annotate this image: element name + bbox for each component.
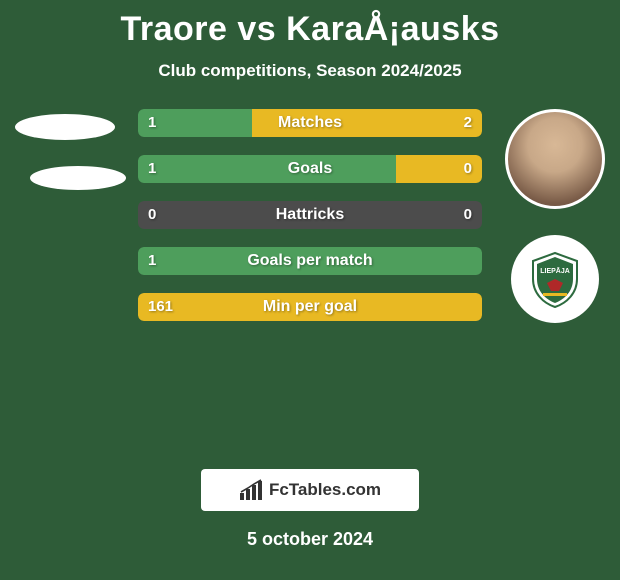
date-text: 5 october 2024 (0, 529, 620, 550)
stat-bars: 12Matches 10Goals 00Hattricks 1Goals per ma… (138, 109, 482, 339)
stat-row: 12Matches (138, 109, 482, 137)
brand-box: FcTables.com (201, 469, 419, 511)
club-name-text: LIEPĀJA (540, 267, 570, 275)
stat-label: Hattricks (138, 201, 482, 229)
subtitle: Club competitions, Season 2024/2025 (0, 61, 620, 81)
stat-row: 10Goals (138, 155, 482, 183)
stat-label: Min per goal (138, 293, 482, 321)
player2-avatar (505, 109, 605, 209)
player1-column (10, 109, 120, 190)
stat-row: 161Min per goal (138, 293, 482, 321)
stat-row: 1Goals per match (138, 247, 482, 275)
stat-row: 00Hattricks (138, 201, 482, 229)
player1-shape-2 (30, 166, 126, 190)
stat-label: Matches (138, 109, 482, 137)
club-crest-icon: LIEPĀJA (525, 249, 585, 309)
comparison-content: LIEPĀJA 12Matches 10Goals 00Hattricks 1Goal… (0, 109, 620, 469)
player2-club-badge: LIEPĀJA (511, 235, 599, 323)
brand-text: FcTables.com (269, 480, 381, 500)
player2-column: LIEPĀJA (500, 109, 610, 323)
page-title: Traore vs KaraÅ¡ausks (0, 0, 620, 49)
player1-shape-1 (15, 114, 115, 140)
stat-label: Goals per match (138, 247, 482, 275)
brand-chart-icon (239, 479, 263, 501)
stat-label: Goals (138, 155, 482, 183)
